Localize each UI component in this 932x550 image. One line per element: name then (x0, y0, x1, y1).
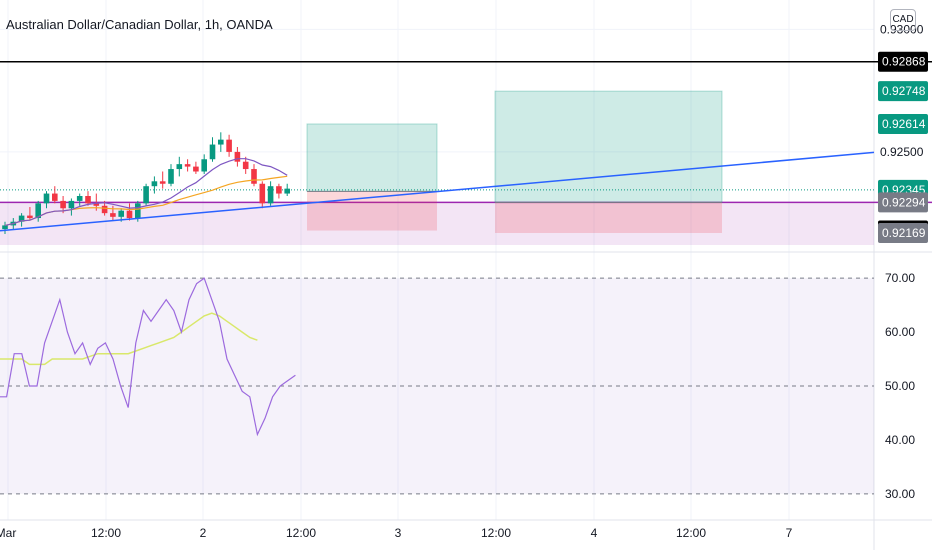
symbol-title: Australian Dollar/Canadian Dollar, 1h, O… (6, 17, 273, 32)
oscillator-line (0, 277, 296, 437)
candle-body-17 (143, 186, 149, 204)
candle-body-9 (76, 196, 83, 201)
candle-body-12 (101, 205, 108, 214)
candle-body-18 (151, 181, 158, 187)
time-tick-label: 12:00 (286, 526, 316, 540)
time-tick-label: 12:00 (481, 526, 511, 540)
candle-body-10 (85, 196, 91, 204)
time-tick-label: 2 (200, 526, 207, 540)
oscillator-tick-label: 40.00 (885, 433, 915, 447)
candle-body-19 (159, 181, 166, 184)
candle-body-23 (193, 166, 199, 172)
candle-body-32 (267, 186, 274, 204)
candle-body-7 (60, 200, 66, 209)
candle-body-26 (218, 139, 224, 145)
price-label-bg-6 (878, 222, 928, 243)
time-tick-label: 7 (786, 526, 793, 540)
candle-body-0 (2, 225, 8, 230)
price-label-bg-1 (878, 81, 928, 102)
position-target-2 (494, 90, 723, 203)
oscillator-tick-label: 50.00 (885, 379, 915, 393)
position-stop-2 (495, 202, 722, 233)
price-label-1: 0.92748 (882, 84, 926, 98)
candle-body-11 (93, 203, 100, 206)
price-label-bg-0 (878, 51, 928, 72)
oscillator-tick-label: 30.00 (885, 487, 915, 501)
oscillator-tick-label: 70.00 (885, 271, 915, 285)
position-target-1 (306, 123, 438, 192)
price-label-bg-2 (878, 113, 928, 134)
candle-body-24 (201, 159, 207, 172)
support-zone (0, 202, 874, 245)
candle-body-5 (43, 193, 50, 204)
oscillator-signal-line (0, 312, 258, 366)
candle-body-2 (18, 215, 25, 222)
candle-body-8 (68, 200, 75, 209)
candle-body-13 (110, 213, 116, 217)
currency-badge[interactable]: CAD (890, 9, 916, 31)
candle-body-6 (52, 193, 58, 201)
candle-body-28 (234, 151, 241, 162)
time-tick-label: Mar (0, 526, 16, 540)
time-tick-label: 12:00 (676, 526, 706, 540)
ascending-trendline (0, 151, 875, 232)
candle-body-16 (135, 203, 141, 219)
candle-body-15 (126, 210, 133, 219)
candle-body-31 (259, 183, 266, 204)
price-label-bg-4 (878, 192, 928, 213)
candle-body-22 (184, 164, 191, 167)
fast-moving-average (4, 158, 288, 226)
price-label-2: 0.92614 (882, 117, 926, 131)
candle-body-29 (242, 161, 249, 170)
candle-body-20 (168, 169, 174, 184)
candle-body-34 (284, 188, 290, 194)
price-label-4: 0.92294 (882, 195, 926, 209)
price-label-0: 0.92868 (882, 55, 926, 69)
candle-body-21 (176, 164, 183, 170)
oscillator-tick-label: 60.00 (885, 325, 915, 339)
price-tick-label: 0.92500 (880, 145, 924, 159)
time-tick-label: 12:00 (91, 526, 121, 540)
candle-body-14 (118, 210, 124, 217)
candle-body-33 (276, 186, 282, 194)
candle-body-27 (226, 139, 232, 152)
time-tick-label: 3 (395, 526, 402, 540)
time-tick-label: 4 (591, 526, 598, 540)
candle-body-30 (251, 169, 257, 184)
candle-body-3 (27, 215, 33, 219)
candle-body-25 (209, 144, 216, 160)
candle-body-4 (35, 203, 41, 219)
price-label-6: 0.92169 (882, 226, 926, 240)
